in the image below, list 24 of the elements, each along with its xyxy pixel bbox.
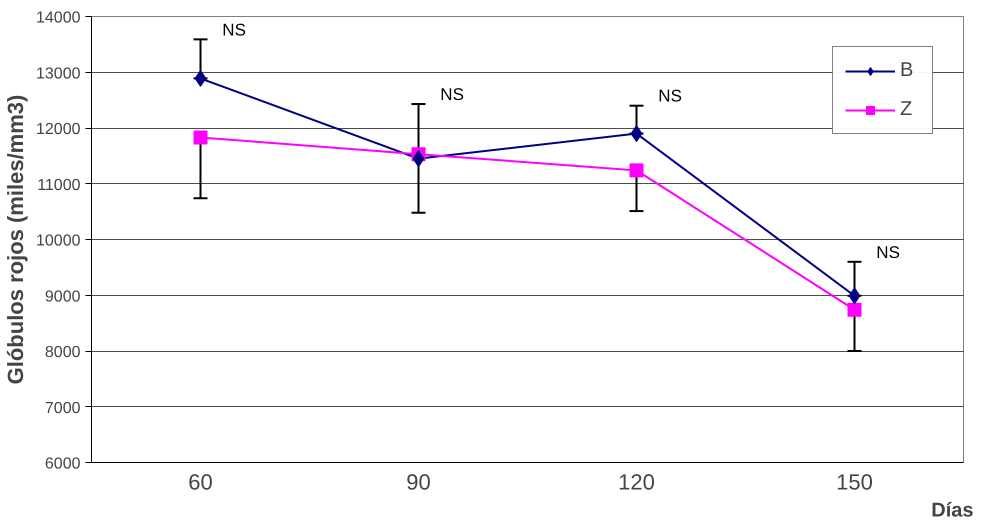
y-tick-label: 10000 [36, 232, 81, 250]
y-tick-label: 14000 [36, 10, 81, 26]
legend-label: B [900, 59, 914, 82]
annotation: NS [440, 85, 464, 104]
x-tick-label: 90 [406, 470, 431, 494]
point [630, 163, 644, 178]
x-tick-label: 120 [618, 470, 655, 494]
point [194, 130, 208, 144]
x-tick-label: 150 [836, 470, 873, 494]
x-tick-label: 60 [188, 470, 213, 494]
annotation: NS [876, 242, 900, 262]
y-tick-label: 6000 [44, 456, 81, 472]
y-tick-label: 13000 [36, 65, 81, 82]
y-axis-title: Glóbulos rojos (miles/mm3) [3, 94, 28, 384]
y-tick-label: 7000 [44, 400, 81, 417]
y-tick-label: 8000 [44, 344, 81, 361]
x-axis-title: Días [931, 500, 974, 522]
y-tick-label: 12000 [36, 121, 81, 138]
y-tick-label: 9000 [44, 288, 81, 306]
point [848, 302, 862, 317]
annotation: NS [658, 86, 682, 106]
legend-label: Z [900, 98, 914, 121]
y-tick-label: 11000 [37, 176, 81, 194]
annotation: NS [222, 20, 246, 40]
